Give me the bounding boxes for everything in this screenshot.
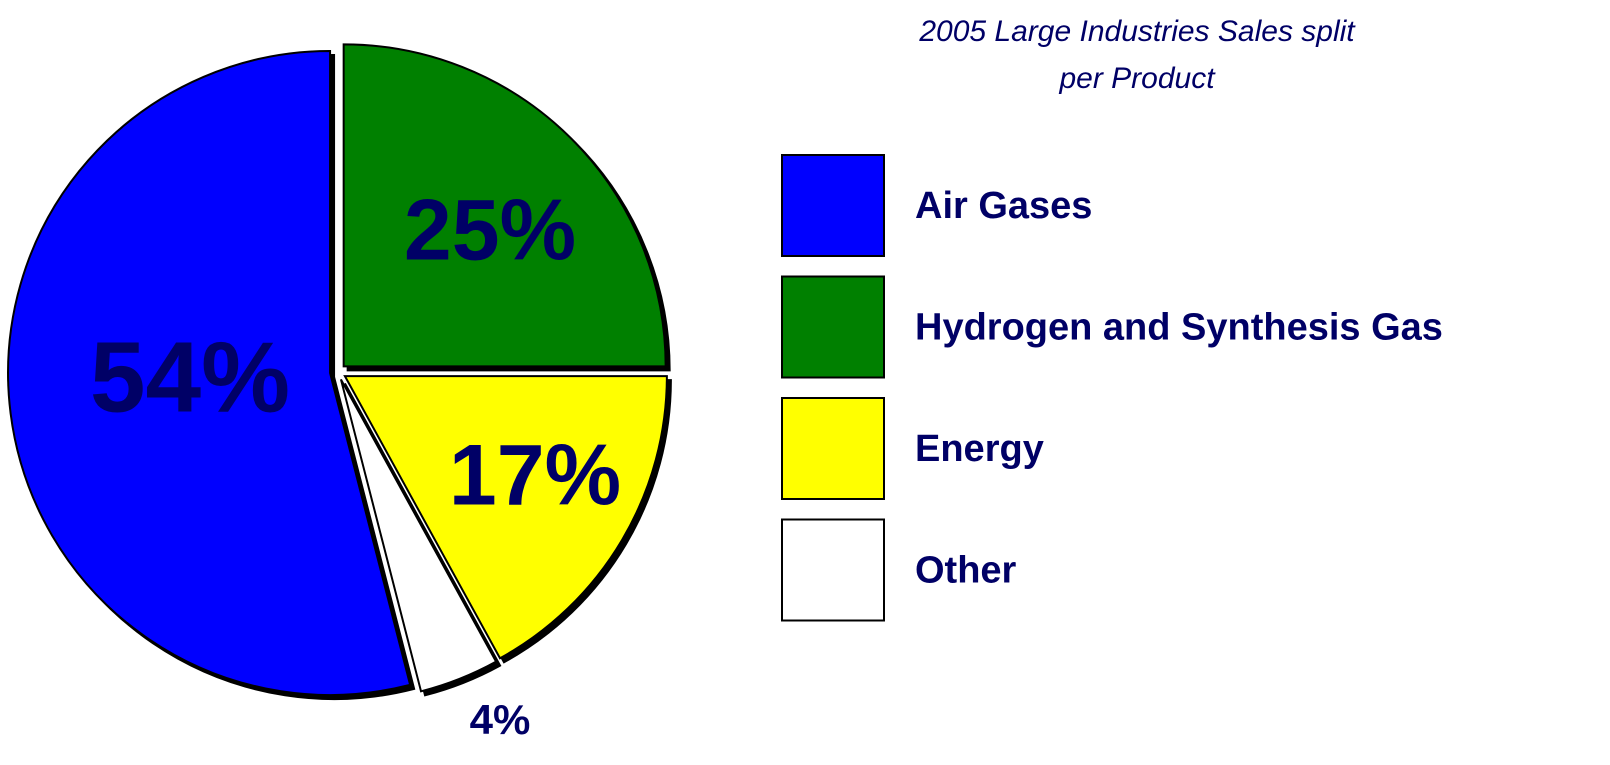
- data-label: 17%: [449, 428, 621, 524]
- legend-label: Other: [915, 550, 1017, 592]
- legend-swatch: [781, 518, 885, 622]
- data-label: 4%: [470, 696, 531, 743]
- data-label: 54%: [90, 321, 290, 433]
- legend-swatch: [781, 397, 885, 500]
- legend-label: Hydrogen and Synthesis Gas: [915, 307, 1443, 349]
- chart-title: 2005 Large Industries Sales split per Pr…: [919, 15, 1355, 95]
- pie-slice: [343, 375, 668, 660]
- legend-label: Air Gases: [915, 185, 1092, 227]
- legend-swatch: [781, 275, 885, 379]
- pie-slice: [7, 50, 412, 696]
- pie-slice: [339, 378, 498, 693]
- data-label: 25%: [404, 183, 576, 279]
- legend-label: Energy: [915, 428, 1044, 470]
- pie-slice: [342, 43, 667, 368]
- legend-swatch: [781, 154, 885, 257]
